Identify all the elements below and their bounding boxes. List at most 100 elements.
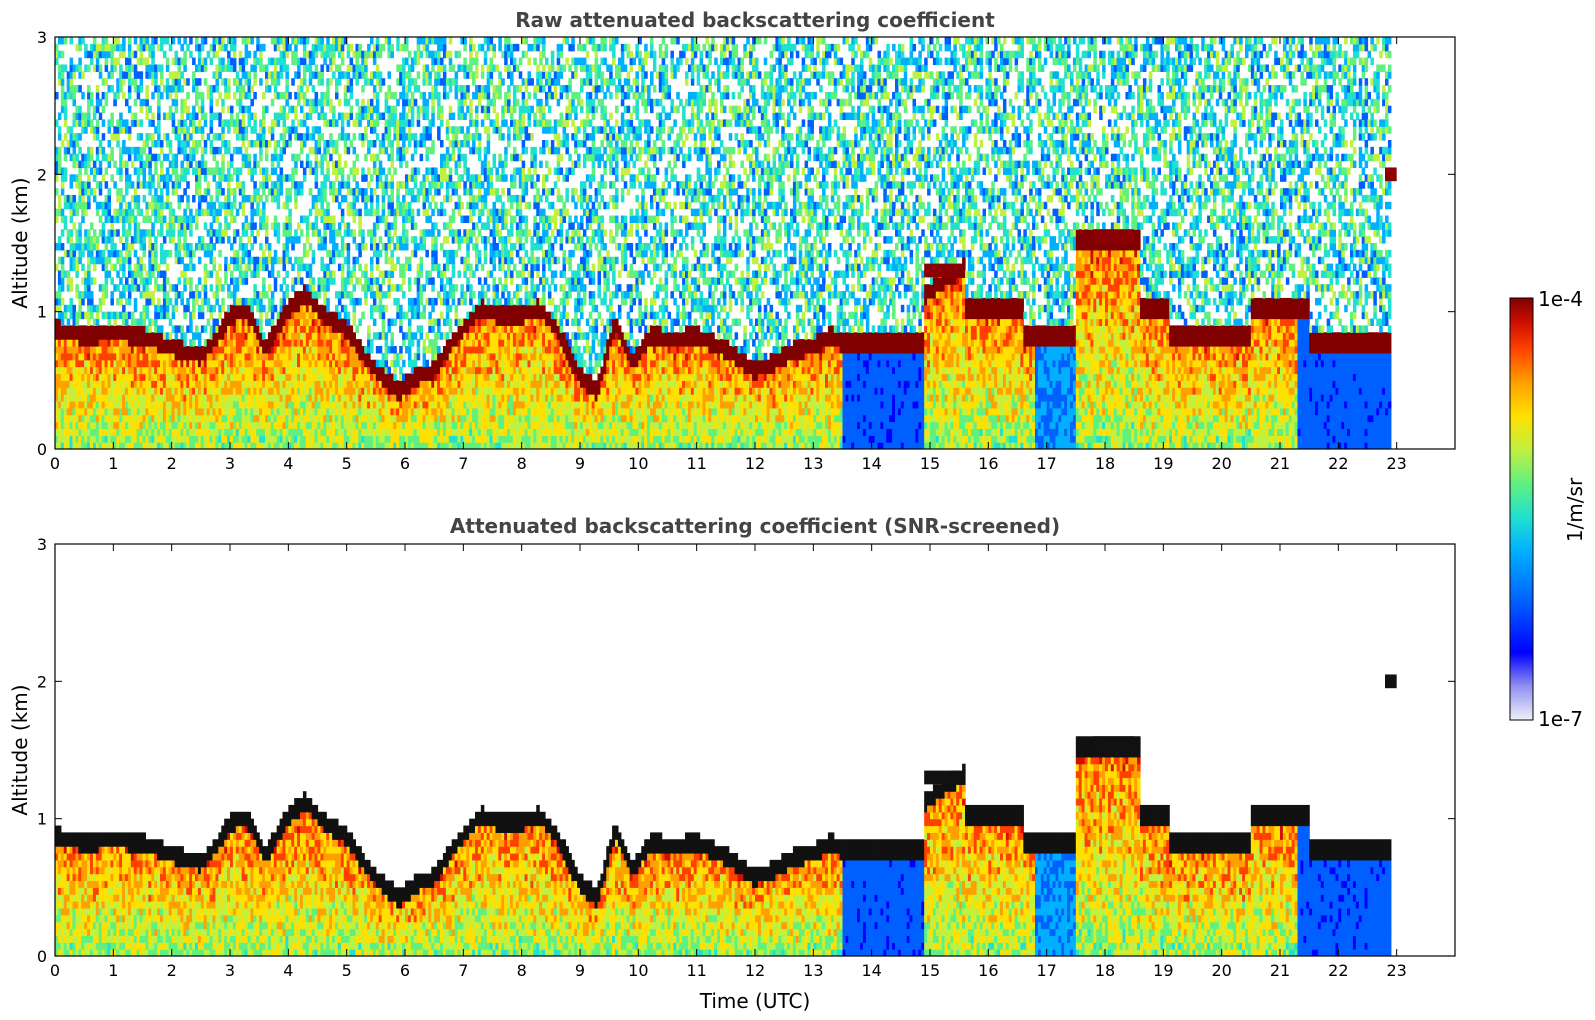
heatmap-cell — [75, 366, 79, 375]
heatmap-cell — [78, 119, 82, 127]
heatmap-cell — [250, 126, 254, 134]
heatmap-cell — [405, 174, 409, 182]
heatmap-cell — [253, 256, 257, 265]
heatmap-cell — [279, 71, 284, 79]
heatmap-cell — [410, 421, 415, 429]
heatmap-cell — [335, 119, 339, 127]
heatmap-cell — [122, 407, 126, 416]
heatmap-cell — [332, 394, 336, 402]
heatmap-cell — [405, 215, 409, 223]
heatmap-cell — [311, 332, 316, 340]
heatmap-cell — [282, 442, 287, 449]
heatmap-cell — [116, 442, 120, 449]
heatmap-cell — [399, 400, 403, 409]
heatmap-cell — [314, 373, 319, 381]
heatmap-cell — [326, 387, 330, 395]
heatmap-cell — [320, 208, 324, 217]
heatmap-cell — [168, 105, 173, 114]
heatmap-cell — [145, 325, 149, 333]
heatmap-cell — [405, 428, 409, 436]
heatmap-cell — [160, 140, 164, 148]
heatmap-cell — [340, 359, 345, 368]
heatmap-cell — [399, 112, 403, 120]
heatmap-cell — [335, 78, 339, 86]
heatmap-cell — [206, 50, 211, 59]
heatmap-cell — [98, 256, 103, 265]
heatmap-cell — [168, 201, 173, 210]
heatmap-cell — [308, 64, 313, 72]
heatmap-cell — [104, 380, 109, 388]
heatmap-cell — [142, 215, 147, 223]
heatmap-cell — [399, 91, 403, 100]
heatmap-cell — [384, 91, 389, 100]
heatmap-cell — [358, 421, 362, 429]
heatmap-cell — [308, 311, 313, 320]
heatmap-cell — [57, 400, 62, 409]
heatmap-cell — [119, 394, 123, 402]
heatmap-cell — [63, 201, 68, 210]
heatmap-cell — [262, 43, 266, 52]
heatmap-cell — [57, 243, 62, 251]
heatmap-cell — [282, 297, 287, 306]
heatmap-cell — [127, 373, 132, 381]
heatmap-cell — [197, 105, 202, 114]
heatmap-cell — [314, 98, 319, 107]
heatmap-cell — [294, 380, 298, 388]
heatmap-cell — [221, 352, 225, 361]
heatmap-cell — [329, 249, 333, 258]
heatmap-cell — [136, 346, 141, 354]
heatmap-cell — [200, 208, 205, 217]
heatmap-cell — [230, 407, 234, 416]
heatmap-cell — [407, 346, 412, 354]
heatmap-cell — [244, 215, 249, 223]
heatmap-cell — [110, 387, 114, 395]
heatmap-cell — [323, 407, 327, 416]
heatmap-cell — [384, 291, 389, 299]
heatmap-cell — [262, 304, 266, 313]
heatmap-cell — [119, 160, 123, 169]
heatmap-cell — [95, 428, 100, 436]
heatmap-cell — [259, 263, 263, 272]
heatmap-cell — [407, 263, 412, 272]
heatmap-cell — [300, 442, 304, 449]
heatmap-cell — [101, 352, 106, 361]
heatmap-cell — [60, 400, 65, 409]
heatmap-cell — [90, 435, 94, 443]
heatmap-cell — [160, 222, 164, 230]
heatmap-cell — [224, 394, 228, 402]
heatmap-cell — [136, 387, 141, 395]
heatmap-cell — [326, 140, 330, 148]
heatmap-cell — [60, 167, 65, 175]
heatmap-cell — [151, 387, 155, 395]
heatmap-cell — [122, 126, 126, 134]
heatmap-cell — [168, 43, 173, 52]
heatmap-cell — [206, 304, 211, 313]
heatmap-cell — [154, 263, 158, 272]
heatmap-cell — [224, 78, 228, 86]
heatmap-cell — [387, 133, 392, 141]
heatmap-cell — [151, 352, 155, 361]
heatmap-cell — [101, 91, 106, 100]
heatmap-cell — [358, 400, 362, 409]
heatmap-cell — [224, 400, 228, 409]
heatmap-cell — [200, 37, 205, 45]
heatmap-cell — [311, 339, 316, 347]
heatmap-cell — [215, 85, 219, 93]
heatmap-cell — [343, 400, 348, 409]
heatmap-cell — [308, 442, 313, 449]
heatmap-cell — [171, 311, 176, 320]
heatmap-cell — [314, 318, 319, 326]
heatmap-cell — [364, 78, 368, 86]
heatmap-cell — [247, 352, 252, 361]
heatmap-cell — [378, 366, 383, 375]
heatmap-cell — [174, 297, 179, 306]
heatmap-cell — [183, 373, 187, 381]
heatmap-cell — [279, 442, 284, 449]
heatmap-cell — [165, 359, 170, 368]
heatmap-cell — [323, 304, 327, 313]
heatmap-cell — [162, 442, 167, 449]
heatmap-cell — [136, 133, 141, 141]
heatmap-cell — [317, 352, 322, 361]
heatmap-cell — [165, 194, 170, 203]
heatmap-cell — [247, 414, 252, 423]
